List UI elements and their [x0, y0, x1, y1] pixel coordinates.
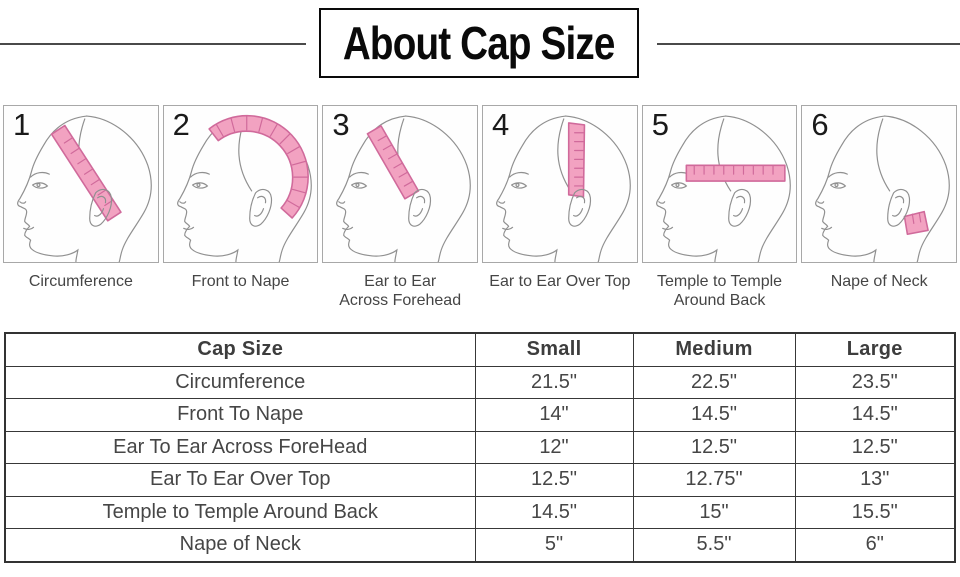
cell-value: 14.5": [794, 398, 956, 432]
cell-value: 14.5": [632, 398, 796, 432]
diagram-number: 2: [172, 107, 190, 142]
diagram-caption: Ear to Ear Over Top: [489, 273, 631, 290]
cell-value: 13": [794, 463, 956, 497]
cell-value: 15": [632, 495, 796, 529]
cell-value: 22.5": [632, 365, 796, 399]
diagram-front-to-nape: 2 Front to Nape: [162, 105, 319, 322]
head-profile-illustration: [336, 115, 472, 262]
column-header-medium: Medium: [632, 332, 796, 367]
cell-value: 12.75": [632, 463, 796, 497]
cell-value: 14": [474, 398, 634, 432]
head-illustration-box: 3: [322, 105, 479, 263]
head-outline: [17, 115, 152, 262]
row-label: Ear To Ear Across ForeHead: [4, 430, 476, 464]
cell-value: 5.5": [632, 528, 796, 562]
head-profile-illustration: [176, 114, 312, 262]
cell-value: 14.5": [474, 495, 634, 529]
cell-value: 21.5": [474, 365, 634, 399]
table-row: Circumference 21.5" 22.5" 23.5": [4, 365, 956, 399]
page-title: About Cap Size: [343, 17, 615, 69]
table-row: Front To Nape 14" 14.5" 14.5": [4, 398, 956, 432]
row-label: Nape of Neck: [4, 528, 476, 562]
ear-icon: [727, 188, 751, 227]
table-row: Temple to Temple Around Back 14.5" 15" 1…: [4, 495, 956, 529]
diagram-ear-to-ear-over-top: 4 Ear to Ear Over Top: [482, 105, 638, 322]
diagram-caption: Temple to Temple Around Back: [656, 273, 783, 309]
ear-icon: [248, 188, 272, 227]
diagram-temple-to-temple: 5 Temple to Temple Around Back: [641, 105, 798, 322]
head-outline: [655, 115, 791, 262]
cell-value: 12.5": [474, 463, 634, 497]
measuring-tape-icon: [685, 164, 786, 182]
cell-value: 15.5": [794, 495, 956, 529]
table-row: Nape of Neck 5" 5.5" 6": [4, 528, 956, 562]
head-illustration-box: 5: [641, 105, 798, 263]
cell-value: 12.5": [632, 430, 796, 464]
row-label: Circumference: [4, 365, 476, 399]
measurement-diagrams: 1 Circumference 2 Front to Nape: [0, 88, 960, 322]
cell-value: 12": [474, 430, 634, 464]
header: About Cap Size: [0, 0, 960, 88]
diagram-number: 3: [332, 107, 350, 142]
diagram-caption: Ear to Ear Across Forehead: [339, 273, 462, 309]
cell-value: 6": [794, 528, 956, 562]
diagram-circumference: 1 Circumference: [3, 105, 159, 322]
diagram-number: 4: [492, 107, 510, 142]
head-illustration-box: 6: [801, 105, 958, 263]
head-illustration-box: 4: [482, 105, 638, 263]
head-profile-illustration: [815, 115, 951, 262]
diagram-number: 5: [651, 107, 669, 142]
head-outline: [496, 115, 631, 262]
diagram-ear-to-ear-across-forehead: 3 Ear to Ear Across Forehead: [322, 105, 479, 322]
head-profile-illustration: [496, 115, 631, 262]
diagram-caption: Circumference: [28, 273, 133, 290]
head-illustration-box: 2: [162, 105, 319, 263]
row-label: Ear To Ear Over Top: [4, 463, 476, 497]
row-label: Temple to Temple Around Back: [4, 495, 476, 529]
diagram-nape-of-neck: 6 Nape of Neck: [801, 105, 958, 322]
table-row: Ear To Ear Over Top 12.5" 12.75" 13": [4, 463, 956, 497]
head-outline: [815, 115, 951, 262]
table-row: Ear To Ear Across ForeHead 12" 12.5" 12.…: [4, 430, 956, 464]
measuring-tape-icon: [366, 125, 420, 200]
cell-value: 23.5": [794, 365, 956, 399]
measuring-tape-icon: [208, 114, 309, 219]
title-box: About Cap Size: [319, 8, 639, 78]
measuring-tape-icon: [567, 122, 586, 198]
column-header-cap-size: Cap Size: [4, 332, 476, 367]
column-header-large: Large: [794, 332, 956, 367]
cap-size-table: Cap Size Small Medium Large Circumferenc…: [4, 332, 956, 563]
row-label: Front To Nape: [4, 398, 476, 432]
cell-value: 12.5": [794, 430, 956, 464]
diagram-caption: Nape of Neck: [830, 273, 928, 290]
diagram-caption: Front to Nape: [191, 273, 290, 290]
table-header-row: Cap Size Small Medium Large: [4, 332, 956, 367]
diagram-number: 6: [811, 107, 829, 142]
column-header-small: Small: [474, 332, 634, 367]
title-rule-left: [0, 43, 306, 45]
head-illustration-box: 1: [3, 105, 159, 263]
diagram-number: 1: [13, 107, 31, 142]
head-profile-illustration: [655, 115, 791, 262]
title-rule-right: [657, 43, 960, 45]
cell-value: 5": [474, 528, 634, 562]
measuring-tape-icon: [904, 210, 930, 236]
head-profile-illustration: [17, 115, 152, 262]
